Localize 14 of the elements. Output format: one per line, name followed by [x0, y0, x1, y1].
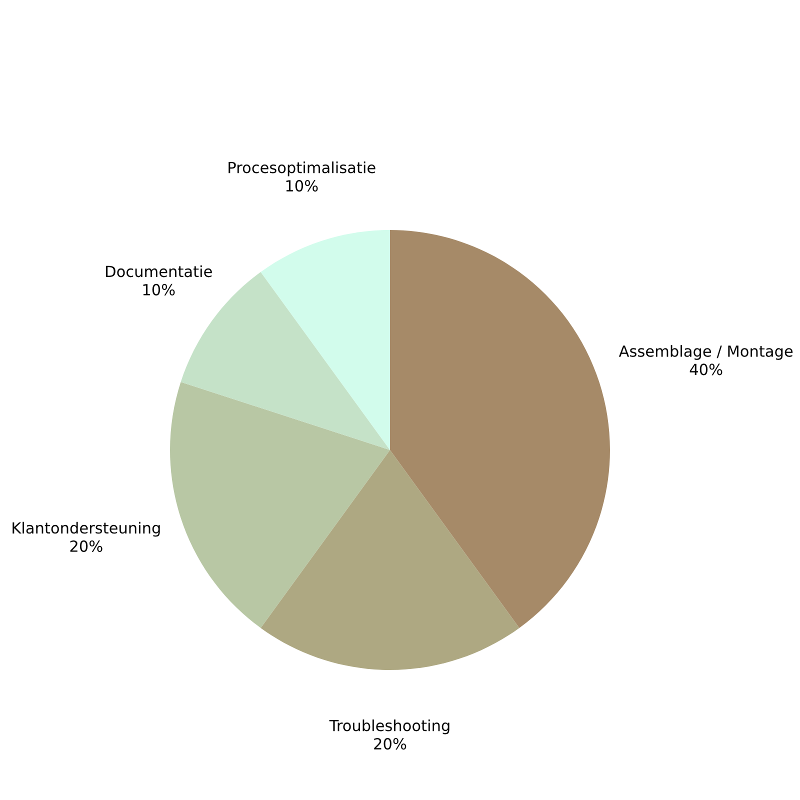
pie-slice [390, 230, 610, 628]
data-label: 10% [286, 180, 318, 192]
slice-label: Troubleshooting [329, 719, 450, 734]
data-label: 40% [690, 364, 722, 376]
data-label: 10% [143, 284, 175, 296]
pie-slice [260, 230, 390, 450]
slice-label: Klantondersteuning [12, 522, 160, 537]
data-label: 20% [70, 540, 102, 552]
slice-label: Procesoptimalisatie [228, 161, 376, 176]
slice-label: Assemblage / Montage [618, 345, 793, 360]
pie-slice [260, 450, 520, 670]
data-label: 20% [374, 738, 406, 750]
pie-slice [170, 382, 390, 628]
slice-label: Documentatie [106, 265, 212, 278]
